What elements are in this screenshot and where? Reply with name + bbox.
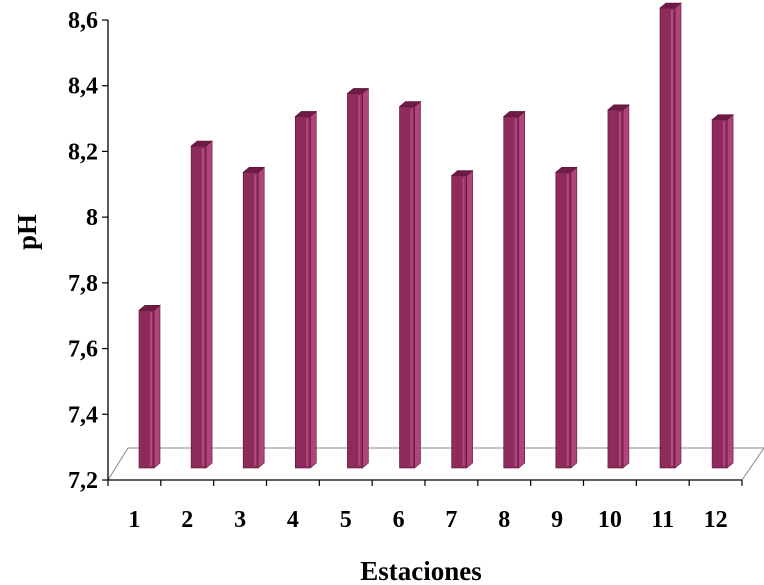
bar — [242, 166, 266, 469]
x-tick-labels: 1 2 3 4 5 6 7 8 9 10 11 12 — [107, 480, 743, 533]
y-tick-label: 7,2 — [68, 468, 98, 494]
bar — [190, 140, 213, 469]
x-tick-label: 12 — [704, 507, 728, 533]
bar — [398, 100, 422, 469]
bar — [554, 166, 578, 469]
bar — [711, 114, 734, 469]
x-tick-label: 6 — [393, 507, 405, 533]
y-tick-label: 7,6 — [68, 337, 98, 363]
floor-right-edge — [741, 447, 764, 481]
floor-left-edge — [107, 447, 129, 481]
x-tick-label: 2 — [181, 507, 193, 533]
bar — [450, 169, 474, 469]
y-tick-label: 8 — [86, 205, 98, 231]
bar — [138, 304, 161, 469]
x-tick-label: 8 — [498, 507, 510, 533]
x-tick-label: 7 — [445, 507, 457, 533]
x-axis-title: Estaciones — [360, 556, 482, 585]
bars — [138, 2, 734, 469]
bar — [659, 2, 682, 469]
y-tick-label: 7,4 — [68, 402, 98, 428]
y-tick-label: 7,8 — [68, 271, 98, 297]
y-axis-title: pH — [12, 214, 42, 250]
x-tick-label: 4 — [287, 507, 299, 533]
y-tick-label: 8,4 — [68, 74, 98, 100]
bar — [346, 87, 370, 469]
x-tick-label: 1 — [128, 507, 140, 533]
bar — [607, 104, 630, 469]
y-tick-labels: 7,2 7,4 7,6 7,8 8 8,2 8,4 8,6 — [68, 8, 108, 494]
y-tick-label: 8,2 — [68, 139, 98, 165]
x-tick-label: 11 — [651, 507, 674, 533]
chart-floor — [107, 447, 764, 481]
bar — [502, 110, 526, 469]
y-tick-label: 8,6 — [68, 8, 98, 34]
x-tick-label: 5 — [340, 507, 352, 533]
x-tick-label: 9 — [551, 507, 563, 533]
bar — [294, 110, 318, 469]
x-tick-label: 10 — [598, 507, 622, 533]
x-tick-label: 3 — [234, 507, 246, 533]
